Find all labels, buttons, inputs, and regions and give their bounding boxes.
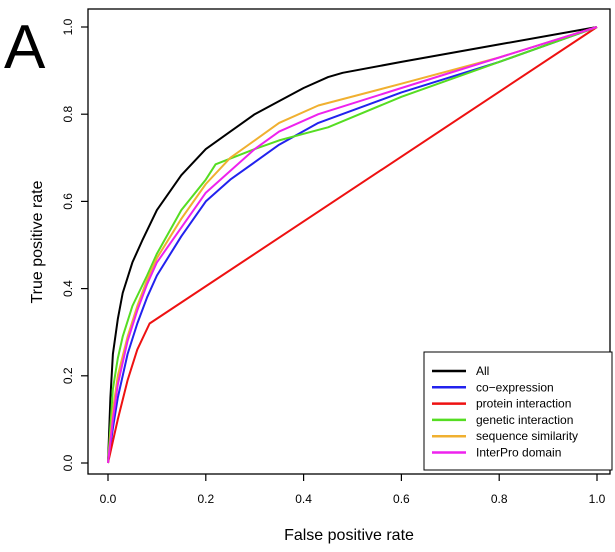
- legend: All co−expression protein interaction genet…: [423, 351, 613, 471]
- x-tick-label: 0.8: [491, 492, 508, 506]
- legend-label: All: [476, 364, 489, 378]
- legend-label: protein interaction: [476, 397, 571, 411]
- x-tick-label: 0.6: [393, 492, 410, 506]
- x-tick-label: 0.2: [197, 492, 214, 506]
- x-axis: 0.0 0.2 0.4 0.6 0.8 1.0: [100, 474, 606, 506]
- y-axis-label: True positive rate: [29, 180, 46, 303]
- x-tick-label: 0.0: [100, 492, 117, 506]
- legend-label: sequence similarity: [476, 429, 578, 443]
- panel-label: A: [4, 13, 46, 82]
- y-tick-label: 0.4: [61, 280, 75, 297]
- y-tick-label: 0.6: [61, 193, 75, 210]
- legend-label: genetic interaction: [476, 413, 573, 427]
- y-tick-label: 0.2: [61, 367, 75, 384]
- y-tick-label: 1.0: [61, 18, 75, 35]
- plot-frame: [87, 8, 611, 475]
- x-axis-label: False positive rate: [284, 527, 414, 544]
- series-line-2: [107, 26, 598, 464]
- x-tick-label: 1.0: [589, 492, 606, 506]
- series-line-0: [107, 26, 598, 464]
- y-tick-label: 0.8: [61, 106, 75, 123]
- legend-label: InterPro domain: [476, 446, 561, 460]
- y-axis: 0.0 0.2 0.4 0.6 0.8 1.0: [61, 18, 88, 471]
- x-tick-label: 0.4: [295, 492, 312, 506]
- legend-label: co−expression: [476, 380, 554, 394]
- series-line-3: [107, 26, 598, 464]
- y-tick-label: 0.0: [61, 454, 75, 471]
- series-line-4: [107, 26, 598, 464]
- series-layer: [107, 26, 598, 464]
- series-line-1: [107, 26, 598, 464]
- series-line-5: [107, 26, 598, 464]
